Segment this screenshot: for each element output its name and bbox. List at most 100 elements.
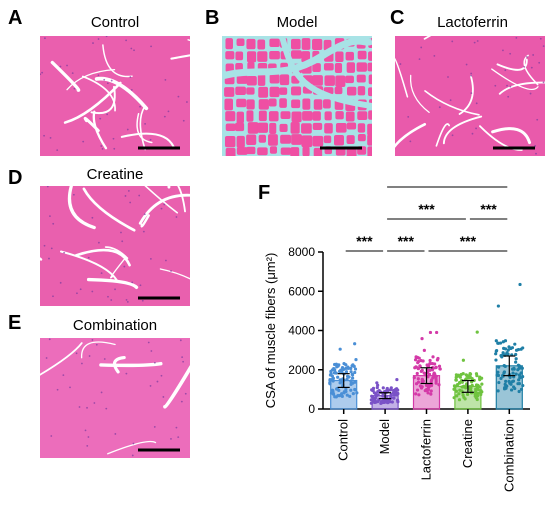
fiber-boundary: [159, 268, 190, 280]
muscle-fiber: [247, 122, 259, 134]
data-point: [334, 362, 338, 366]
data-point: [460, 380, 464, 384]
cell-nucleus: [506, 84, 508, 87]
muscle-fiber: [236, 74, 248, 84]
cell-nucleus: [87, 436, 90, 438]
data-point: [349, 370, 353, 374]
cell-nucleus: [78, 406, 81, 408]
cell-nucleus: [86, 444, 89, 447]
data-point: [422, 348, 426, 353]
data-point: [390, 400, 394, 404]
data-point: [430, 366, 435, 370]
data-point: [338, 369, 342, 373]
data-point: [426, 391, 430, 395]
data-point: [375, 386, 379, 390]
cell-nucleus: [182, 119, 185, 122]
cell-nucleus: [515, 36, 518, 39]
fiber-boundary: [67, 186, 96, 230]
muscle-fiber: [368, 51, 372, 61]
data-point: [517, 378, 521, 382]
cell-nucleus: [184, 392, 187, 395]
data-point: [452, 384, 457, 388]
muscle-fiber: [279, 87, 288, 95]
panel-letter-e: E: [8, 312, 22, 334]
muscle-fiber: [225, 147, 236, 156]
cell-nucleus: [523, 65, 526, 68]
data-point: [328, 377, 332, 382]
cell-nucleus: [433, 54, 436, 57]
cell-nucleus: [470, 72, 473, 75]
muscle-fiber: [246, 38, 256, 50]
cell-nucleus: [160, 374, 163, 377]
data-point: [496, 370, 500, 374]
data-point: [430, 362, 435, 366]
fiber-boundary: [423, 36, 432, 40]
cell-nucleus: [471, 132, 474, 135]
cell-nucleus: [538, 61, 541, 64]
data-point: [416, 380, 421, 384]
muscle-fiber: [334, 134, 344, 146]
data-point: [458, 375, 462, 379]
cell-nucleus: [46, 186, 49, 188]
muscle-fiber: [235, 122, 245, 132]
fiber-boundary: [40, 342, 83, 376]
muscle-fiber: [246, 99, 255, 110]
cell-nucleus: [542, 45, 545, 48]
data-point: [513, 342, 517, 346]
data-point: [516, 368, 520, 372]
data-point: [382, 400, 386, 405]
cell-nucleus: [91, 290, 94, 293]
cell-nucleus: [180, 400, 183, 403]
cell-nucleus: [82, 140, 85, 143]
cell-nucleus: [92, 42, 94, 44]
cell-nucleus: [164, 78, 167, 81]
data-point: [499, 376, 503, 381]
muscle-fiber: [246, 146, 256, 155]
cell-nucleus: [48, 338, 51, 341]
cell-nucleus: [45, 357, 48, 359]
cell-nucleus: [105, 36, 108, 38]
muscle-fiber: [346, 147, 357, 156]
data-point: [348, 394, 352, 398]
muscle-fiber: [257, 74, 266, 86]
data-point: [373, 396, 377, 400]
muscle-fiber: [246, 87, 255, 95]
cell-nucleus: [124, 195, 127, 197]
data-point: [420, 368, 424, 372]
fiber-boundary: [99, 361, 163, 368]
data-point: [338, 378, 342, 382]
cell-nucleus: [139, 105, 141, 108]
fiber-boundary: [163, 365, 190, 409]
cell-nucleus: [59, 65, 62, 68]
cell-nucleus: [86, 406, 88, 409]
cell-nucleus: [52, 222, 55, 225]
data-point: [429, 392, 433, 396]
muscle-fiber: [368, 110, 372, 120]
cell-nucleus: [66, 64, 68, 67]
significance-label: ***: [356, 233, 373, 249]
cell-nucleus: [149, 385, 152, 387]
x-tick-label: Control: [336, 419, 351, 461]
cell-nucleus: [153, 361, 156, 364]
cell-nucleus: [186, 101, 188, 103]
muscle-fiber: [269, 122, 277, 135]
muscle-fiber: [312, 63, 321, 73]
data-point: [416, 361, 420, 365]
muscle-fiber: [346, 135, 355, 144]
muscle-fiber: [356, 62, 367, 72]
muscle-fiber: [279, 74, 290, 86]
data-point: [349, 379, 353, 383]
panel-letter-c: C: [390, 7, 405, 29]
cell-nucleus: [407, 115, 410, 118]
data-point: [386, 400, 390, 404]
data-point: [494, 339, 498, 343]
data-point: [421, 359, 425, 363]
cell-nucleus: [129, 76, 132, 78]
data-point: [353, 342, 357, 346]
data-point: [521, 346, 525, 350]
cell-nucleus: [502, 49, 504, 52]
cell-nucleus: [418, 58, 421, 61]
muscle-fiber: [224, 98, 233, 111]
data-point: [330, 377, 335, 381]
muscle-fiber: [290, 147, 300, 156]
